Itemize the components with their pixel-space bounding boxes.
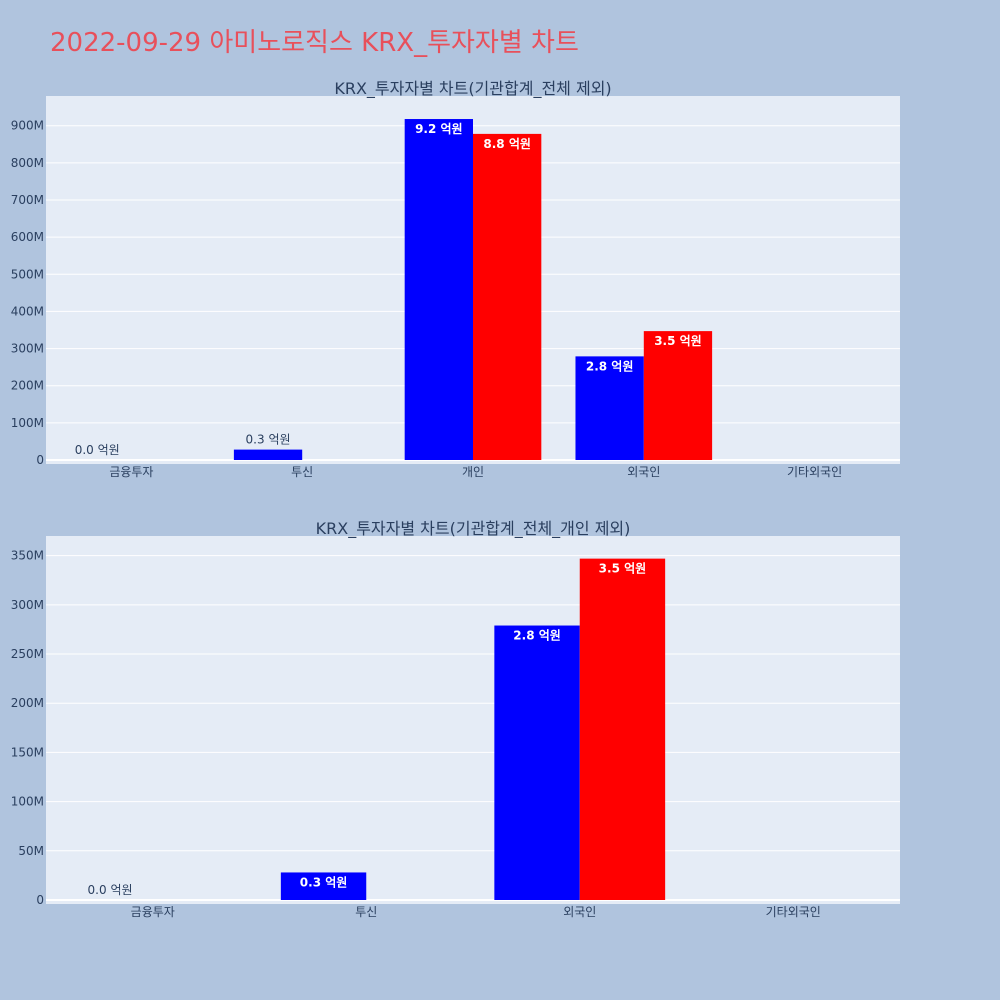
chart1-bar	[233, 449, 303, 460]
chart2-ytick-label: 50M	[18, 844, 44, 858]
chart2-xtick-label: 외국인	[563, 905, 596, 919]
chart1-bar	[575, 356, 644, 460]
chart2-ytick-label: 150M	[11, 745, 44, 759]
chart1-xtick-label: 개인	[462, 465, 484, 479]
chart1-ytick-label: 100M	[11, 416, 44, 430]
page-title: 2022-09-29 아미노로직스 KRX_투자자별 차트	[50, 28, 579, 58]
chart1-xtick-label: 외국인	[627, 465, 660, 479]
chart2-ytick-label: 200M	[11, 696, 44, 710]
chart2-xtick-label: 투신	[355, 905, 377, 919]
chart2-ytick-label: 0	[36, 893, 44, 907]
chart1-data-label: 0.0 억원	[75, 443, 120, 457]
chart1-ytick-label: 700M	[11, 193, 44, 207]
chart2-ytick-label: 300M	[11, 598, 44, 612]
chart1-ytick-label: 0	[36, 453, 44, 467]
chart2-ytick-label: 350M	[11, 549, 44, 563]
chart2-ytick-label: 250M	[11, 647, 44, 661]
chart1-title: KRX_투자자별 차트(기관합계_전체 제외)	[334, 79, 611, 99]
chart2-plot-area	[46, 536, 900, 904]
chart1-ytick-label: 300M	[11, 342, 44, 356]
chart2-data-label: 3.5 억원	[599, 562, 647, 576]
chart1-ytick-label: 800M	[11, 156, 44, 170]
chart1-xtick-label: 투신	[291, 465, 313, 479]
chart2-data-label: 0.3 억원	[300, 875, 348, 889]
chart1-ytick-label: 400M	[11, 304, 44, 318]
chart1-ytick-label: 500M	[11, 267, 44, 281]
chart2-bar	[280, 872, 367, 900]
chart1-data-label: 8.8 억원	[483, 137, 531, 151]
chart1-data-label: 3.5 억원	[654, 334, 702, 348]
chart1-ytick-label: 600M	[11, 230, 44, 244]
chart1-data-label: 2.8 억원	[586, 359, 634, 373]
chart2-data-label: 2.8 억원	[513, 629, 561, 643]
chart2-title: KRX_투자자별 차트(기관합계_전체_개인 제외)	[316, 519, 631, 539]
chart1-xtick-label: 기타외국인	[787, 465, 842, 479]
chart2-bar	[579, 558, 666, 900]
chart1-data-label: 0.3 억원	[246, 433, 291, 447]
chart1-bar	[404, 119, 473, 461]
chart1-bar	[643, 331, 713, 460]
chart1-ytick-label: 200M	[11, 379, 44, 393]
chart2-ytick-label: 100M	[11, 795, 44, 809]
chart2-bar	[494, 625, 580, 900]
chart1-bar	[473, 133, 542, 460]
chart1-xtick-label: 금융투자	[109, 465, 153, 479]
chart2-xtick-label: 기타외국인	[766, 905, 821, 919]
chart2-xtick-label: 금융투자	[131, 905, 175, 919]
chart2-data-label: 0.0 억원	[88, 883, 133, 897]
chart1-data-label: 9.2 억원	[415, 122, 463, 136]
chart1-ytick-label: 900M	[11, 119, 44, 133]
